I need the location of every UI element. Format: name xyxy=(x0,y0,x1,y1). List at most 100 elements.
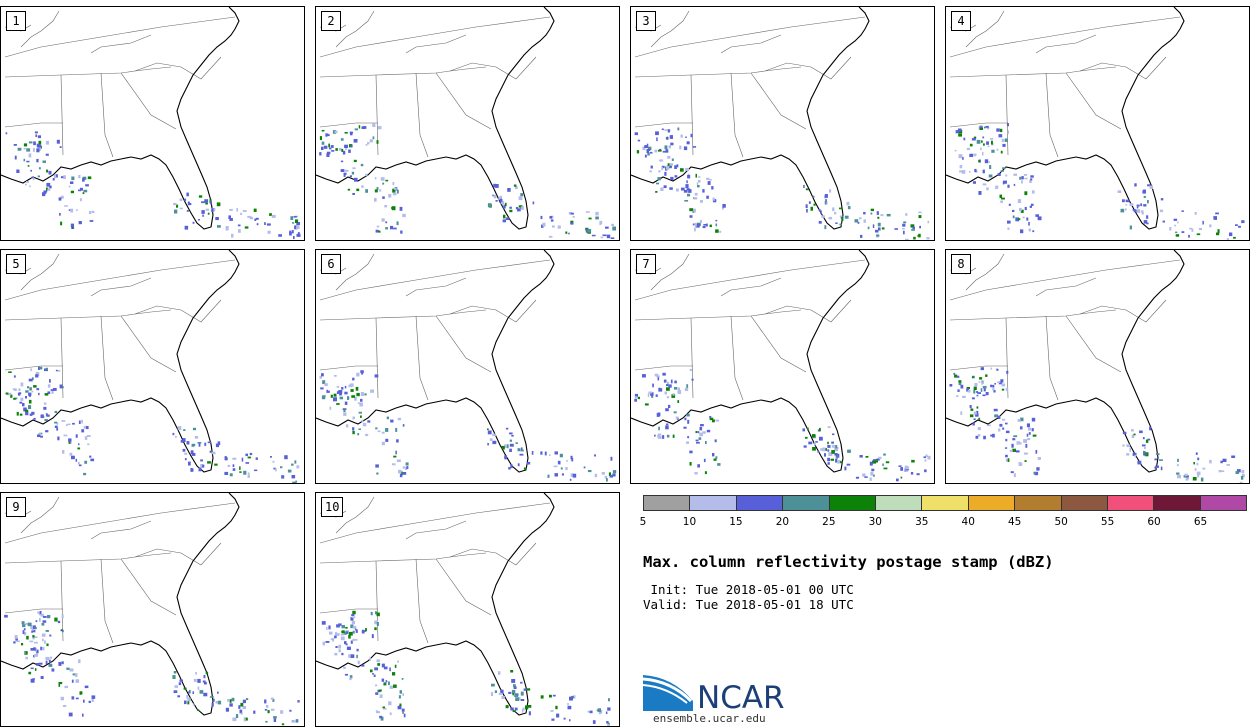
reflectivity-cell xyxy=(327,390,330,393)
reflectivity-cell xyxy=(295,219,299,223)
reflectivity-cell xyxy=(521,708,524,713)
reflectivity-cell xyxy=(382,706,385,709)
reflectivity-cell xyxy=(650,151,653,154)
reflectivity-cell xyxy=(984,126,986,129)
reflectivity-cell xyxy=(352,193,355,195)
reflectivity-cell xyxy=(585,228,589,233)
reflectivity-cell xyxy=(1013,173,1017,176)
reflectivity-cell xyxy=(47,615,51,619)
colorbar-tick-label: 5 xyxy=(639,516,647,528)
reflectivity-cell xyxy=(1000,150,1003,154)
reflectivity-cell xyxy=(665,408,669,412)
reflectivity-cell xyxy=(56,139,60,144)
reflectivity-cell xyxy=(1131,429,1134,432)
reflectivity-cell xyxy=(520,681,523,684)
reflectivity-cell xyxy=(62,450,65,454)
reflectivity-cell xyxy=(22,402,25,407)
reflectivity-cell xyxy=(243,717,248,721)
reflectivity-cell xyxy=(82,177,85,182)
reflectivity-cell xyxy=(360,163,364,167)
reflectivity-cell xyxy=(36,649,39,654)
coastline xyxy=(316,7,555,230)
reflectivity-cell xyxy=(33,647,36,651)
reflectivity-cell xyxy=(913,236,916,240)
reflectivity-cell xyxy=(344,385,347,389)
reflectivity-cell xyxy=(227,699,230,702)
member-panel-2: 2 xyxy=(315,6,620,241)
reflectivity-cell xyxy=(700,219,702,223)
reflectivity-cell xyxy=(514,694,519,697)
reflectivity-cell xyxy=(662,372,666,376)
reflectivity-cell xyxy=(374,620,378,625)
reflectivity-cell xyxy=(229,209,233,211)
state-boundary xyxy=(4,552,172,564)
reflectivity-cell xyxy=(78,189,82,192)
reflectivity-cell xyxy=(1221,470,1225,472)
reflectivity-cell xyxy=(84,685,89,689)
reflectivity-cell xyxy=(1012,215,1015,219)
reflectivity-cell xyxy=(38,366,40,370)
reflectivity-cell xyxy=(1143,450,1146,454)
reflectivity-cell xyxy=(847,449,851,453)
reflectivity-cell xyxy=(975,435,979,439)
reflectivity-cell xyxy=(81,429,85,433)
reflectivity-cell xyxy=(374,177,377,180)
reflectivity-cell xyxy=(202,680,206,683)
reflectivity-cell xyxy=(365,433,369,437)
reflectivity-cell xyxy=(715,419,720,422)
reflectivity-cell xyxy=(14,155,17,160)
reflectivity-cell xyxy=(903,221,907,224)
reflectivity-cell xyxy=(1005,422,1008,425)
reflectivity-cell xyxy=(517,208,521,212)
reflectivity-cell xyxy=(695,173,697,178)
reflectivity-cell xyxy=(377,430,381,433)
reflectivity-cell xyxy=(54,174,57,179)
valid-time: Valid: Tue 2018-05-01 18 UTC xyxy=(643,597,854,612)
reflectivity-cell xyxy=(321,146,324,150)
reflectivity-cell xyxy=(875,229,879,233)
reflectivity-cell xyxy=(205,671,209,675)
reflectivity-cell xyxy=(680,134,683,138)
reflectivity-cell xyxy=(715,219,718,222)
reflectivity-cell xyxy=(324,383,328,387)
reflectivity-cell xyxy=(1239,481,1243,483)
reflectivity-cell xyxy=(374,627,377,631)
reflectivity-cell xyxy=(697,184,700,188)
reflectivity-cell xyxy=(511,679,516,683)
reflectivity-cell xyxy=(487,430,492,435)
reflectivity-cell xyxy=(75,434,78,438)
reflectivity-cell xyxy=(400,230,403,234)
reflectivity-cell xyxy=(26,148,31,152)
reflectivity-cell xyxy=(911,229,915,231)
state-boundary xyxy=(90,34,152,54)
reflectivity-cell xyxy=(492,440,497,445)
reflectivity-cell xyxy=(242,706,247,709)
reflectivity-cell xyxy=(357,433,360,436)
reflectivity-cell xyxy=(510,707,514,711)
colorbar-tick-label: 45 xyxy=(1008,516,1022,528)
reflectivity-cell xyxy=(666,384,669,386)
reflectivity-cell xyxy=(1028,228,1031,232)
reflectivity-cell xyxy=(1141,444,1146,447)
reflectivity-cell xyxy=(36,388,40,391)
reflectivity-cell xyxy=(36,143,40,148)
reflectivity-cell xyxy=(509,209,513,213)
reflectivity-cell xyxy=(966,387,970,390)
reflectivity-cell xyxy=(1002,181,1005,185)
reflectivity-cell xyxy=(381,441,385,446)
reflectivity-cell xyxy=(844,466,847,471)
state-boundary xyxy=(1065,315,1122,373)
reflectivity-cell xyxy=(572,473,577,478)
state-boundary xyxy=(4,309,172,321)
reflectivity-cell xyxy=(828,452,833,456)
reflectivity-cell xyxy=(60,195,64,199)
reflectivity-cell xyxy=(42,620,47,623)
colorbar-tick-label: 65 xyxy=(1193,516,1208,528)
reflectivity-cell xyxy=(24,651,27,654)
reflectivity-cell xyxy=(817,450,820,453)
reflectivity-cell xyxy=(1144,446,1146,450)
reflectivity-cell xyxy=(191,445,195,447)
reflectivity-cell xyxy=(1191,228,1194,232)
reflectivity-cell xyxy=(343,666,346,669)
reflectivity-cell xyxy=(977,392,981,394)
